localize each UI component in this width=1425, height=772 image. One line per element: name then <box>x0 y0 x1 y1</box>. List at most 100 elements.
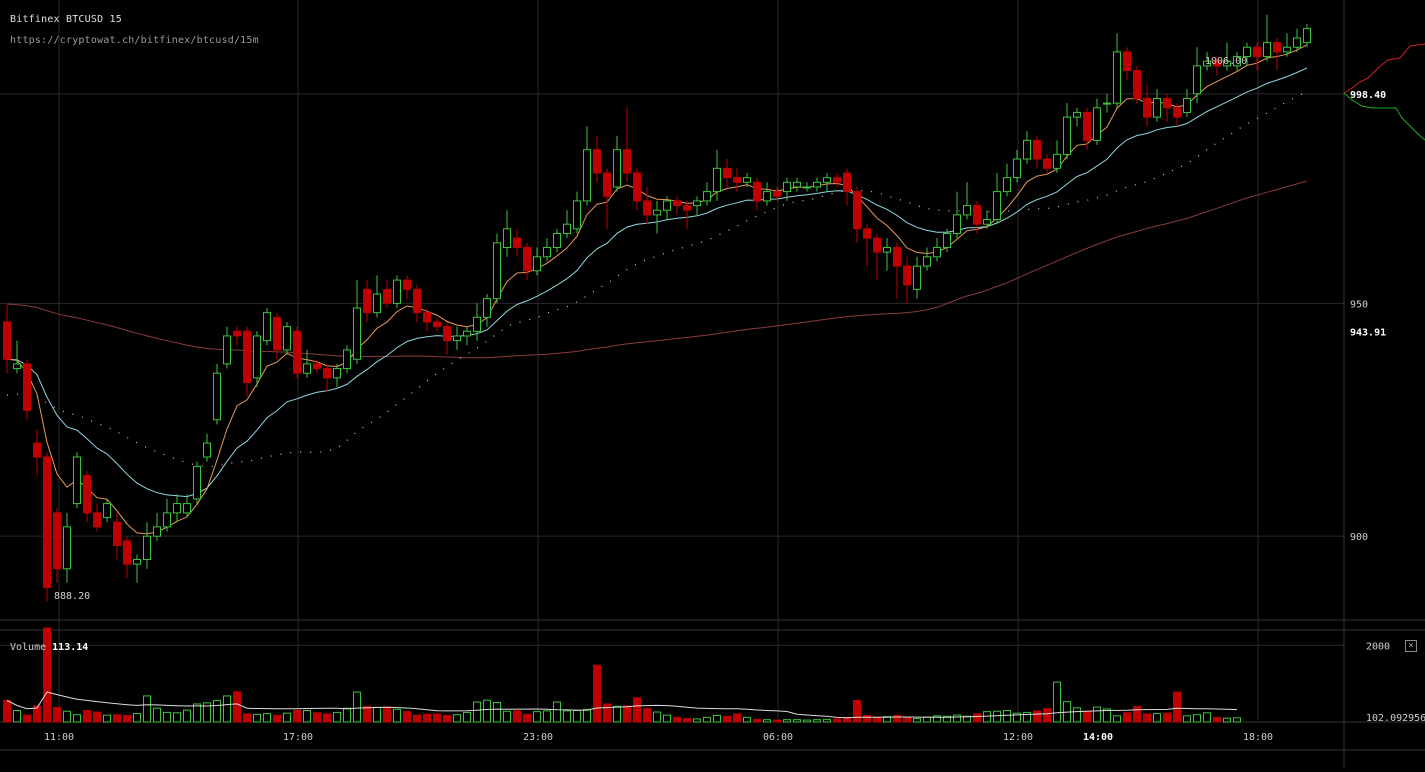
volume-bar <box>143 695 151 723</box>
candle-body <box>223 335 231 365</box>
volume-last-value-label: 102.092956 <box>1366 713 1425 724</box>
candle-body <box>1143 97 1151 118</box>
candle-body <box>63 526 71 570</box>
candle-body <box>23 363 31 411</box>
volume-bar <box>1013 712 1021 723</box>
candle-body <box>643 200 651 216</box>
candle-body <box>83 475 91 514</box>
volume-bar <box>683 718 691 723</box>
volume-bar <box>983 711 991 723</box>
volume-bar <box>223 695 231 723</box>
volume-bar <box>723 715 731 723</box>
candle-body <box>313 363 321 370</box>
candle-body <box>553 233 561 248</box>
candle-body <box>923 256 931 267</box>
volume-current-value: 113.14 <box>52 642 88 653</box>
candle-body <box>863 228 871 239</box>
chart-url[interactable]: https://cryptowat.ch/bitfinex/btcusd/15m <box>10 35 259 46</box>
candle-body <box>1033 139 1041 160</box>
volume-bar <box>293 710 301 723</box>
volume-bar <box>773 719 781 723</box>
candle-body <box>1163 97 1171 109</box>
volume-bar <box>1083 710 1091 723</box>
candle-body <box>1003 177 1011 193</box>
volume-bar <box>383 706 391 723</box>
candle-body <box>73 456 81 505</box>
candle-body <box>423 312 431 323</box>
candle-body <box>1063 116 1071 155</box>
candle-body <box>983 219 991 225</box>
ema-short-line <box>6 44 1308 535</box>
candle-body <box>473 316 481 332</box>
candle-body <box>563 223 571 235</box>
candle-body <box>143 535 151 560</box>
volume-bar <box>673 716 681 723</box>
volume-bar <box>653 711 661 723</box>
volume-bar <box>33 705 41 723</box>
volume-bar <box>3 700 11 723</box>
candle-body <box>1103 102 1111 105</box>
candle-body <box>113 521 121 546</box>
volume-bar <box>503 710 511 723</box>
volume-bar <box>73 714 81 723</box>
volume-bar <box>253 713 261 723</box>
volume-bar <box>363 705 371 723</box>
candle-body <box>503 228 511 248</box>
volume-bar <box>1183 715 1191 723</box>
volume-bar <box>303 710 311 723</box>
candle-body <box>263 312 271 342</box>
time-tick-label: 12:00 <box>1003 732 1033 743</box>
candle-body <box>13 363 21 370</box>
candle-body <box>803 186 811 189</box>
candle-body <box>603 172 611 197</box>
volume-bar <box>63 710 71 723</box>
candle-body <box>153 526 161 537</box>
volume-bar <box>833 718 841 723</box>
candle-body <box>1133 70 1141 99</box>
volume-bar <box>953 714 961 723</box>
candle-body <box>753 181 761 202</box>
volume-bar <box>1233 717 1241 723</box>
volume-close-icon[interactable]: × <box>1405 640 1417 652</box>
candle-body <box>1073 111 1081 118</box>
volume-bar <box>133 713 141 723</box>
candle-body <box>483 298 491 318</box>
volume-bar <box>713 714 721 723</box>
candle-body <box>1053 153 1061 169</box>
candle-body <box>1193 65 1201 95</box>
candle-body <box>1303 28 1311 44</box>
candle-body <box>413 288 421 314</box>
candle-body <box>963 205 971 216</box>
candle-body <box>883 246 891 253</box>
candle-body <box>903 265 911 286</box>
candle-body <box>793 181 801 188</box>
price-tick-label: 950 <box>1350 299 1368 310</box>
volume-bar <box>1133 706 1141 723</box>
volume-bar <box>243 713 251 723</box>
candle-body <box>53 512 61 570</box>
volume-bar <box>1173 691 1181 723</box>
volume-bar <box>1023 711 1031 723</box>
volume-label: Volume 113.14 <box>10 642 88 653</box>
volume-bar <box>903 716 911 723</box>
volume-bar <box>553 701 561 723</box>
volume-bar <box>733 713 741 723</box>
volume-bar <box>213 700 221 723</box>
candle-body <box>713 167 721 193</box>
volume-bar <box>453 714 461 723</box>
volume-bar <box>113 714 121 723</box>
candle-body <box>743 177 751 183</box>
candle-body <box>283 326 291 351</box>
candle-body <box>353 307 361 360</box>
volume-bar <box>473 701 481 723</box>
candle-body <box>1203 60 1211 67</box>
time-tick-label: 23:00 <box>523 732 553 743</box>
candle-body <box>123 540 131 565</box>
volume-bar <box>1163 712 1171 723</box>
candle-body <box>933 246 941 258</box>
order-book-ask-line <box>1343 43 1425 94</box>
candle-body <box>233 330 241 337</box>
candle-body <box>943 233 951 248</box>
